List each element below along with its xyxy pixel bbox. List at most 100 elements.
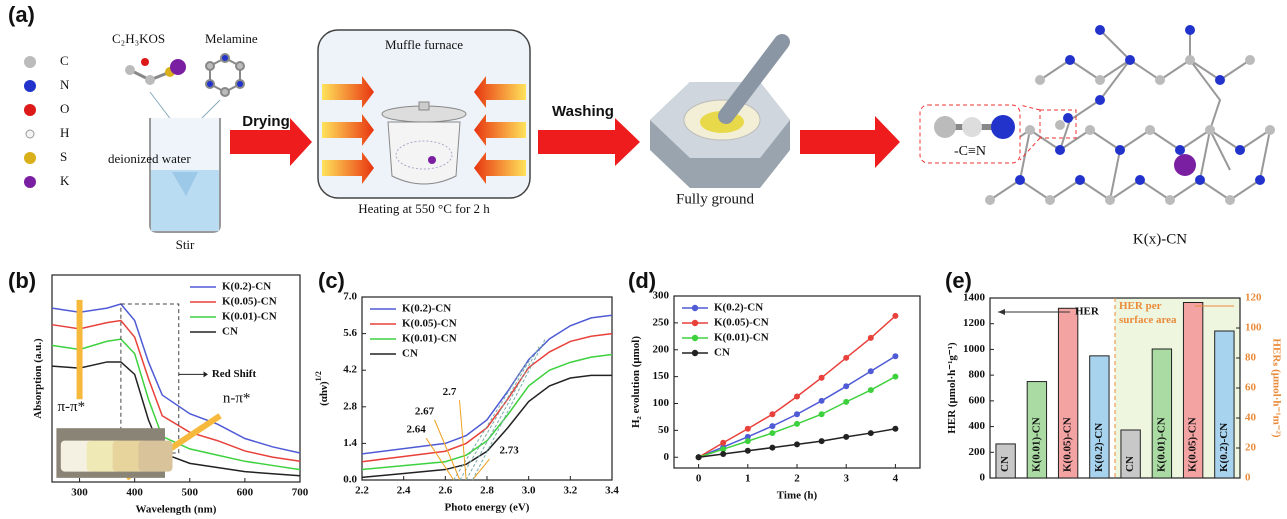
bar: [1026, 381, 1048, 479]
bar-label: CN: [1124, 456, 1136, 472]
legend-marker: [691, 334, 699, 342]
data-point: [892, 353, 899, 360]
y-tick-label: 0.0: [343, 474, 357, 486]
bar: [1089, 355, 1110, 479]
legend-marker: [691, 349, 699, 357]
data-point: [794, 441, 800, 448]
y-axis-label-main: (αhν): [318, 381, 330, 406]
y-tick-label: 150: [653, 370, 670, 382]
panel-label: (a): [8, 2, 35, 27]
y2-tick-label: 80: [1245, 352, 1257, 364]
step-label: Fully ground: [676, 191, 754, 207]
x-tick-label: 3.4: [605, 485, 619, 497]
y2-axis-label: HERₛ (μmol·h⁻¹m⁻²): [1270, 338, 1282, 437]
data-point: [818, 411, 825, 418]
group-label: -C≡N: [954, 144, 986, 159]
arrow-label: Drying: [242, 113, 290, 130]
y-tick-label: 1200: [963, 317, 986, 329]
legend-marker: [691, 319, 699, 327]
bar: [1120, 429, 1141, 479]
element-label: O: [60, 101, 69, 116]
legend-marker: [691, 304, 699, 312]
legend-label: K(0.2)-CN: [222, 281, 271, 293]
element-label: C: [60, 53, 69, 68]
legend-label: CN: [222, 326, 238, 338]
y-tick-label: 1.4: [343, 437, 357, 449]
element-legend: C N O H S K: [24, 53, 70, 188]
band-gap-label: 2.7: [443, 386, 457, 398]
y-tick-label: 5.6: [343, 327, 357, 339]
y-tick-label: 800: [969, 369, 986, 381]
data-point: [892, 312, 899, 319]
inset-vial: [86, 440, 121, 472]
x-tick-label: 700: [292, 487, 309, 499]
data-point: [794, 420, 800, 427]
legend-label: K(0.05)-CN: [714, 317, 769, 329]
data-point: [769, 423, 776, 430]
cn-network: [989, 29, 1271, 202]
y-axis-label-main: Absorption (a.u.): [32, 338, 44, 419]
y2-tick-label: 100: [1245, 322, 1262, 334]
panel-label: (e): [945, 268, 972, 293]
data-point: [769, 411, 776, 418]
step-label: Heating at 550 °C for 2 h: [358, 201, 490, 216]
arrow-label: Washing: [552, 103, 614, 120]
band-gap-pointer: [434, 419, 461, 481]
y2-tick-label: 0: [1245, 472, 1251, 484]
molecule-xanthate: [125, 58, 186, 85]
x-tick-label: 300: [71, 487, 88, 499]
data-point: [794, 393, 800, 400]
bar: [1057, 307, 1079, 479]
y-tick-label: 250: [653, 316, 670, 328]
y-axis-label-sup: 1/2: [314, 371, 323, 381]
tangent: [465, 346, 540, 481]
highlight-line: [1019, 137, 1041, 161]
furnace-label: Muffle furnace: [385, 37, 463, 52]
element-label: H: [60, 125, 69, 140]
data-point: [744, 438, 751, 445]
atom-c: [24, 56, 36, 68]
x-tick-label: 2.6: [438, 485, 452, 497]
crucible: [381, 101, 467, 185]
annotation-her: HER: [998, 306, 1100, 318]
x-tick-label: 1: [745, 473, 751, 485]
atom-o: [24, 104, 36, 116]
bar-label: K(0.05)-CN: [1062, 417, 1074, 472]
x-axis-label: Photo energy (eV): [445, 502, 530, 514]
panel-label: (b): [8, 268, 36, 293]
y-tick-label: 4.2: [343, 364, 357, 376]
y-tick-label: 50: [658, 424, 670, 436]
band-gap-label: 2.64: [407, 424, 427, 436]
process-arrow: [230, 118, 312, 166]
y-axis-label: Absorption (a.u.): [32, 338, 44, 419]
data-point: [769, 444, 776, 451]
bar: [1151, 348, 1173, 479]
y2-tick-label: 60: [1245, 382, 1257, 394]
x-tick-label: 2.4: [397, 485, 411, 497]
data-point: [843, 354, 850, 361]
data-point: [818, 438, 825, 445]
y2-tick-label: 40: [1245, 412, 1257, 424]
x-tick-label: 2.8: [480, 485, 494, 497]
y-axis-label-main: H₂ evolution (μmol): [630, 336, 642, 428]
bar: [1182, 302, 1204, 479]
band-gap-pointer: [459, 400, 467, 481]
data-point: [818, 374, 825, 381]
inset-vial: [112, 440, 147, 472]
element-label: K: [60, 173, 70, 188]
legend-label: K(0.01)-CN: [402, 333, 457, 345]
bar-label: CN: [999, 456, 1011, 472]
bar-label: K(0.2)-CN: [1093, 423, 1105, 472]
legend-label: K(0.05)-CN: [402, 318, 457, 330]
legend-label: K(0.01)-CN: [714, 332, 769, 344]
bar-label: K(0.05)-CN: [1187, 417, 1199, 472]
y-axis-label: HER (μmol·h⁻¹g⁻¹): [946, 342, 958, 434]
x-tick-label: 2: [794, 473, 800, 485]
inset-vial: [60, 440, 95, 472]
data-point: [720, 451, 727, 458]
band-gap-pointer: [472, 458, 490, 481]
y-tick-label: 300: [653, 290, 670, 302]
y-tick-label: 1000: [963, 343, 986, 355]
y-tick-label: 7.0: [343, 291, 357, 303]
annotation: Red Shift: [212, 368, 257, 380]
